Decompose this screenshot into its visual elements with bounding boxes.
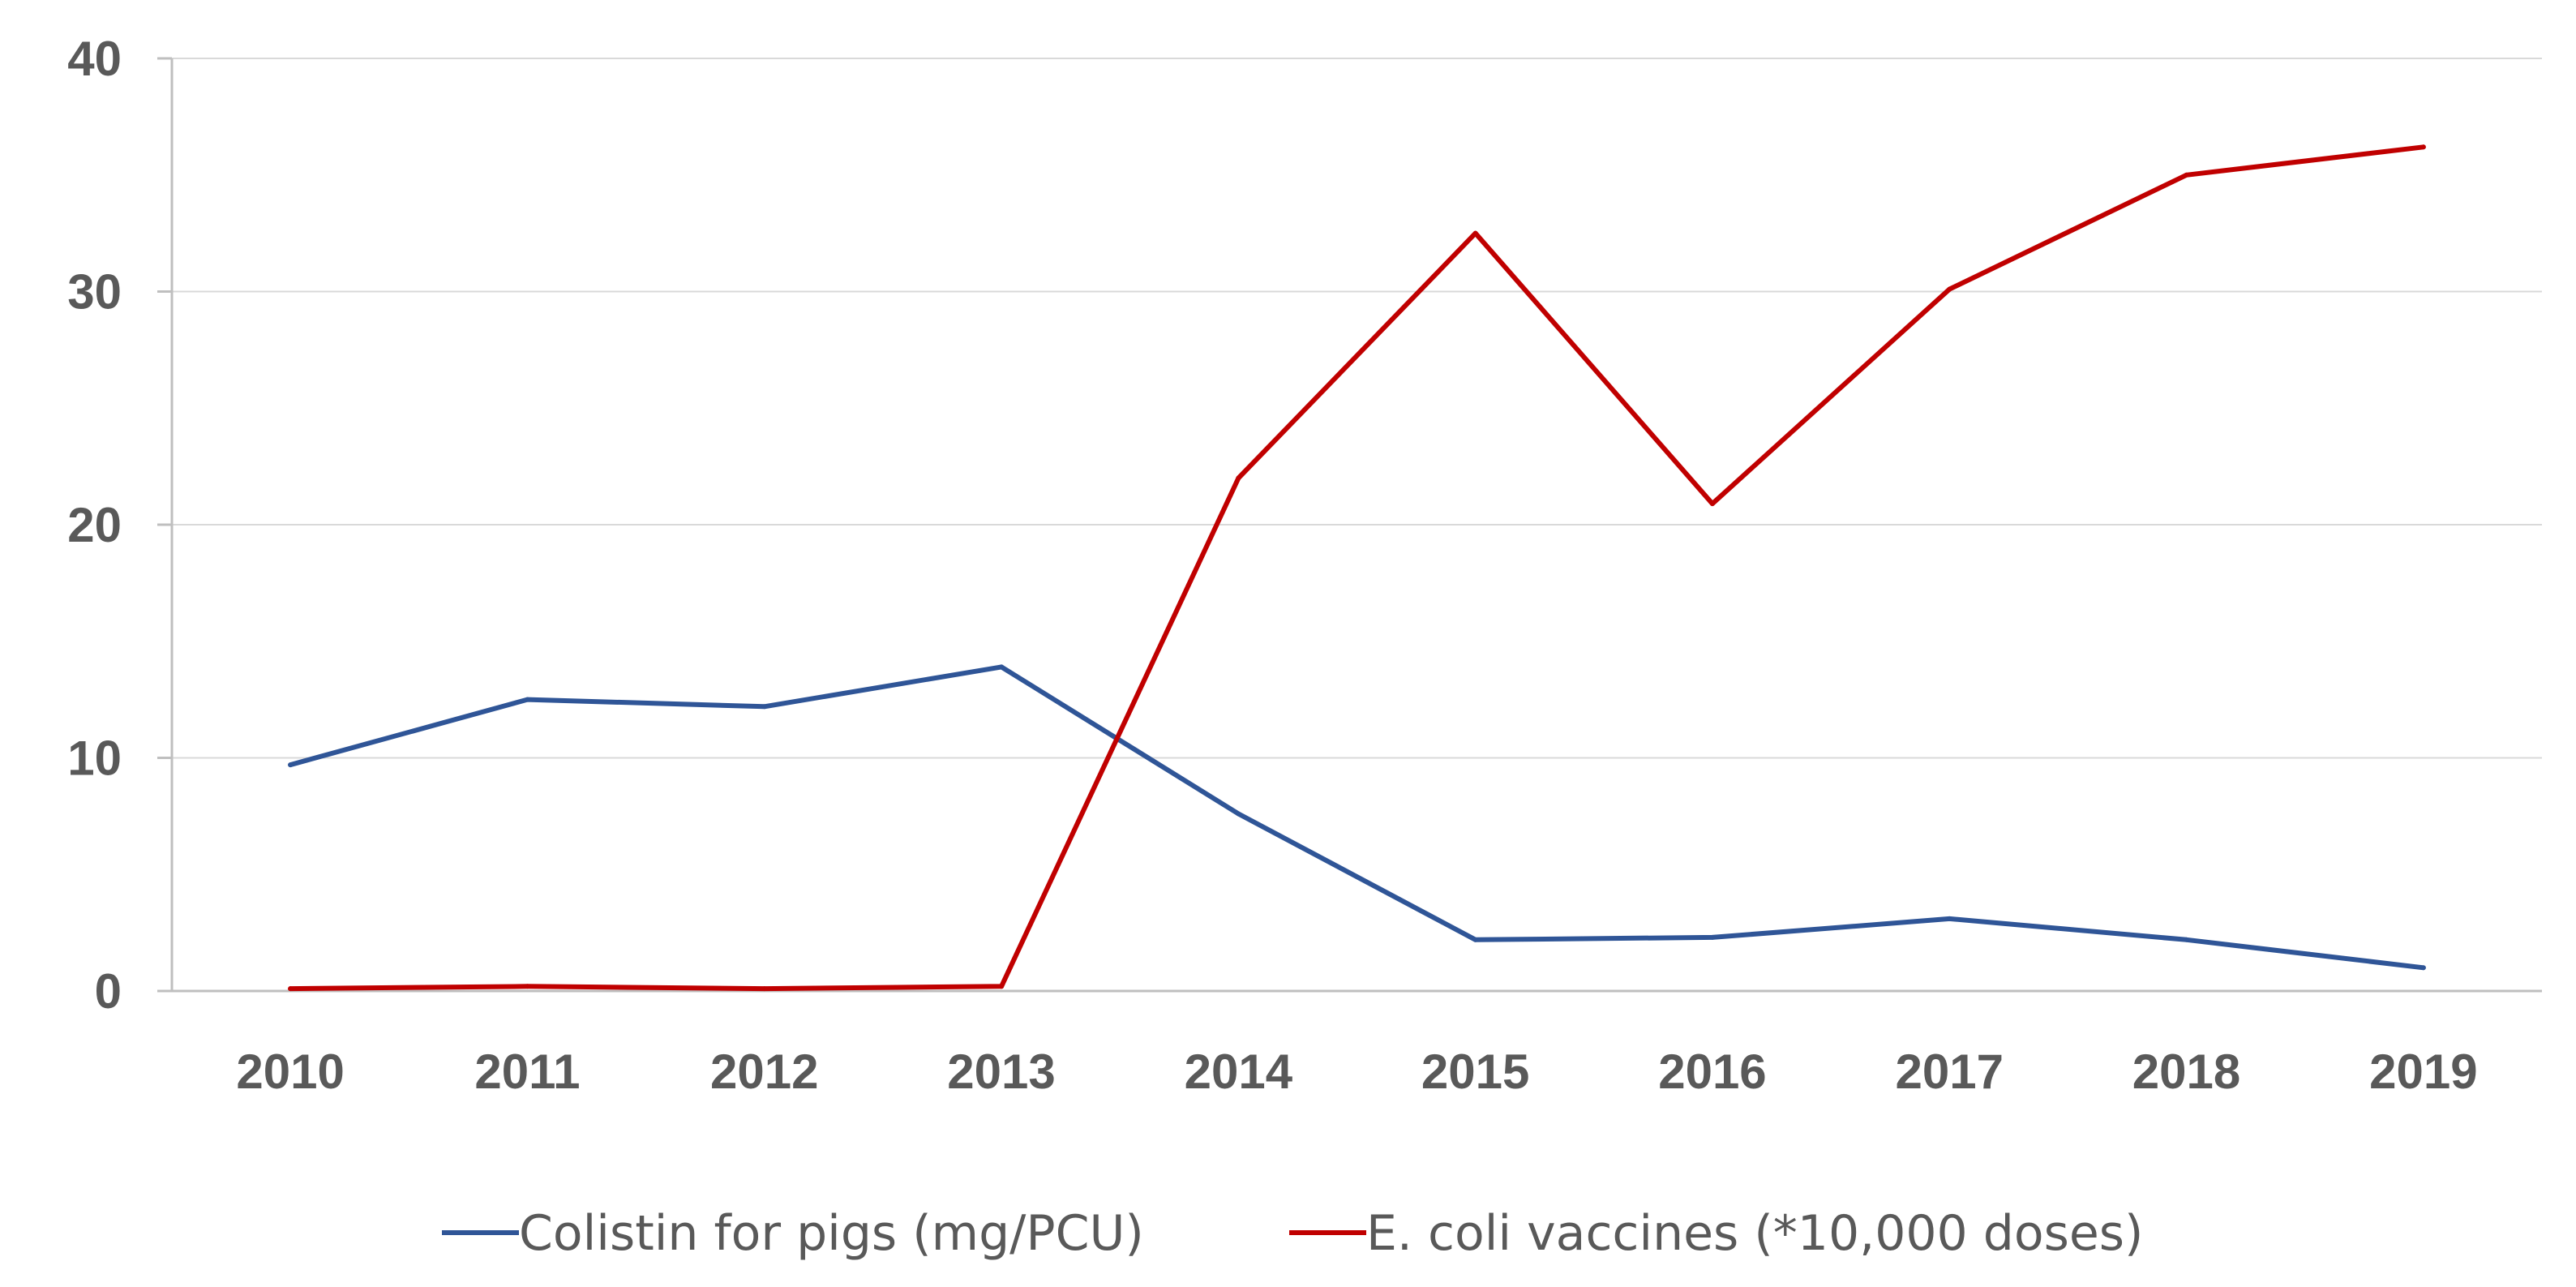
x-tick-label-2014: 2014 <box>1185 1045 1293 1099</box>
series-line-colistin <box>288 664 2426 971</box>
legend-item-ecoli: E. coli vaccines (*10,000 doses) <box>1289 1205 2143 1262</box>
x-tick-label-2012: 2012 <box>710 1045 818 1099</box>
y-tick-label-40: 40 <box>67 32 122 86</box>
legend-label-ecoli: E. coli vaccines (*10,000 doses) <box>1366 1205 2143 1262</box>
data-point-ecoli-2018 <box>2184 172 2189 178</box>
x-tick-label-2019: 2019 <box>2369 1045 2477 1099</box>
data-point-colistin-2013 <box>999 664 1005 670</box>
data-point-colistin-2011 <box>525 697 530 702</box>
data-point-ecoli-2015 <box>1472 230 1478 236</box>
series-lines <box>288 144 2426 992</box>
data-point-colistin-2017 <box>1947 916 1952 921</box>
legend: Colistin for pigs (mg/PCU) E. coli vacci… <box>442 1205 2143 1262</box>
y-tick-label-10: 10 <box>67 731 122 786</box>
data-point-colistin-2018 <box>2184 937 2189 942</box>
data-point-ecoli-2012 <box>761 986 767 992</box>
data-point-ecoli-2011 <box>525 984 530 989</box>
y-tick-label-30: 30 <box>67 265 122 320</box>
x-tick-label-2015: 2015 <box>1421 1045 1529 1099</box>
data-point-colistin-2015 <box>1472 937 1478 942</box>
x-tick-label-2017: 2017 <box>1896 1045 2004 1099</box>
x-tick-labels: 2010 2011 2012 2013 2014 2015 2016 2017 2018 2019 <box>236 1045 2477 1099</box>
y-tick-labels: 0 10 20 30 40 <box>67 32 172 1019</box>
x-tick-label-2013: 2013 <box>947 1045 1055 1099</box>
data-point-ecoli-2016 <box>1709 501 1715 507</box>
data-point-ecoli-2010 <box>288 986 294 992</box>
data-point-colistin-2019 <box>2420 965 2426 971</box>
data-point-ecoli-2019 <box>2420 144 2426 150</box>
x-tick-label-2018: 2018 <box>2132 1045 2240 1099</box>
data-point-ecoli-2017 <box>1947 286 1952 292</box>
data-point-ecoli-2014 <box>1236 475 1241 481</box>
data-point-colistin-2010 <box>288 762 294 768</box>
x-tick-label-2010: 2010 <box>236 1045 344 1099</box>
data-point-colistin-2014 <box>1236 811 1241 817</box>
legend-item-colistin: Colistin for pigs (mg/PCU) <box>442 1205 1144 1262</box>
data-point-colistin-2016 <box>1709 934 1715 940</box>
legend-label-colistin: Colistin for pigs (mg/PCU) <box>519 1205 1144 1262</box>
y-tick-label-0: 0 <box>95 964 122 1019</box>
gridlines <box>172 58 2542 759</box>
x-tick-label-2016: 2016 <box>1658 1045 1766 1099</box>
x-tick-label-2011: 2011 <box>474 1045 580 1099</box>
y-tick-label-20: 20 <box>67 498 122 552</box>
data-point-colistin-2012 <box>761 704 767 710</box>
data-point-ecoli-2013 <box>999 984 1005 989</box>
series-line-ecoli-vaccines <box>288 144 2426 992</box>
